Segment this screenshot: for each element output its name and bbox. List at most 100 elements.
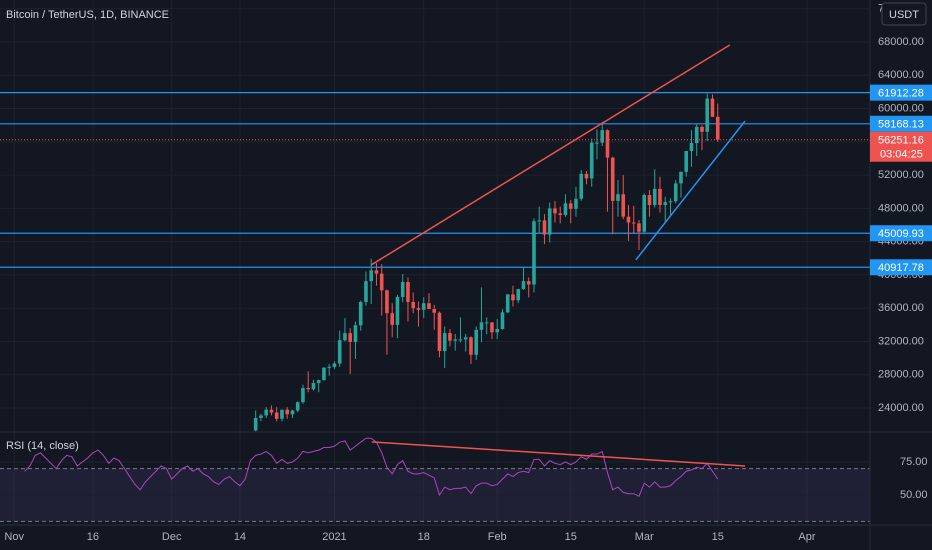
rsi-line [24, 437, 719, 498]
candle-body [353, 325, 358, 342]
candle-body [637, 223, 641, 232]
candle-body [631, 222, 636, 224]
candle-body [364, 281, 368, 302]
candle-body [253, 417, 258, 431]
candle-body [495, 328, 500, 333]
candle-body [416, 308, 421, 310]
candle-body [264, 409, 268, 416]
candle-body [500, 312, 505, 329]
candle-body [369, 270, 374, 282]
candle-body [579, 173, 584, 199]
y-tick-label: 24000.00 [878, 402, 924, 414]
candle-body [395, 296, 400, 325]
candle-body [568, 203, 573, 209]
level-label-box [870, 225, 932, 242]
candle-body [301, 388, 305, 403]
candle-body [595, 142, 599, 144]
candle-body [505, 294, 510, 313]
candle-body [684, 150, 689, 172]
y-tick-label: 32000.00 [878, 335, 924, 347]
candle-body [379, 273, 384, 291]
candle-body [285, 409, 289, 415]
candle-body [663, 202, 668, 206]
candle-body [521, 281, 526, 290]
candle-body [511, 294, 515, 301]
last-price-label: 56251.16 [878, 135, 924, 147]
x-tick-label: 16 [87, 531, 99, 543]
level-label: 45009.93 [878, 228, 924, 240]
x-tick-label: 2021 [322, 531, 346, 543]
candle-body [332, 363, 337, 367]
candle-body [673, 183, 678, 202]
chart-title: Bitcoin / TetherUS, 1D, BINANCE [6, 9, 169, 21]
candle-body [484, 322, 489, 324]
candle-body [269, 409, 274, 413]
candle-body [516, 289, 521, 301]
x-tick-label: 18 [418, 531, 430, 543]
x-tick-label: Mar [635, 531, 654, 543]
candle-body [421, 303, 426, 310]
candle-body [589, 142, 594, 179]
candle-body [563, 203, 568, 216]
trendline [370, 44, 731, 266]
candle-body [274, 412, 279, 419]
rsi-trendline [371, 441, 746, 467]
candle-body [337, 340, 342, 364]
x-tick-label: Nov [4, 531, 24, 543]
y-tick-label: 48000.00 [878, 202, 924, 214]
candle-body [715, 116, 720, 140]
y-tick-label: 52000.00 [878, 169, 924, 181]
candle-body [295, 402, 300, 411]
candle-body [290, 410, 295, 415]
candle-body [547, 208, 552, 235]
candle-body [647, 195, 652, 206]
candle-body [427, 303, 431, 310]
candle-body [574, 198, 578, 209]
rsi-tick-label: 50.00 [900, 489, 928, 501]
candle-body [626, 216, 631, 223]
candle-body [621, 194, 626, 217]
y-tick-label: 36000.00 [878, 302, 924, 314]
x-tick-label: 14 [234, 531, 246, 543]
level-label-box [870, 259, 932, 276]
candle-body [348, 333, 353, 342]
candle-body [532, 221, 536, 285]
candle-body [259, 415, 263, 418]
x-tick-label: Dec [162, 531, 182, 543]
countdown-label: 03:04:25 [880, 149, 923, 161]
y-tick-label: 28000.00 [878, 369, 924, 381]
candle-body [479, 322, 484, 330]
candle-body [553, 208, 557, 214]
candle-body [322, 367, 326, 381]
candle-body [526, 281, 531, 285]
candle-body [705, 98, 710, 132]
level-label-box [870, 84, 932, 101]
last-price-box [870, 131, 932, 162]
candle-body [542, 220, 547, 235]
y-tick-label: 68000.00 [878, 36, 924, 48]
candle-body [469, 337, 473, 355]
y-tick-label: 64000.00 [878, 69, 924, 81]
y-tick-label: 60000.00 [878, 102, 924, 114]
currency-button[interactable] [881, 2, 927, 26]
candle-body [306, 388, 311, 390]
level-label: 58168.13 [878, 119, 924, 131]
candle-body [390, 313, 395, 325]
x-tick-label: 15 [712, 531, 724, 543]
candle-body [448, 333, 452, 341]
level-label: 61912.28 [878, 88, 924, 100]
rsi-title: RSI (14, close) [6, 440, 79, 452]
candle-body [474, 329, 479, 355]
candle-body [453, 339, 458, 341]
candle-body [616, 194, 620, 201]
candle-body [385, 290, 389, 314]
currency-label[interactable]: USDT [889, 9, 919, 21]
candle-body [327, 366, 332, 368]
candle-body [458, 339, 463, 341]
candle-body [610, 157, 615, 201]
candle-body [652, 188, 657, 206]
candle-body [584, 173, 589, 179]
candle-body [642, 195, 647, 232]
